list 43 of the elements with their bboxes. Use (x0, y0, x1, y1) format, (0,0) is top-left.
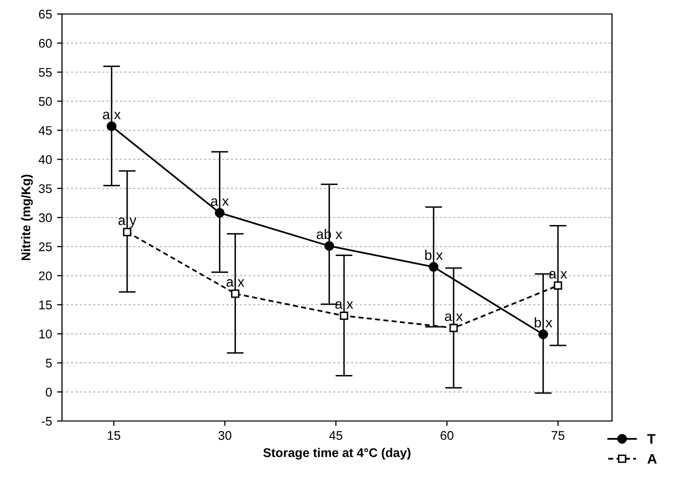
annotation: b x (534, 317, 552, 328)
x-axis-title: Storage time at 4°C (day) (263, 448, 410, 460)
x-tick-label: 30 (218, 431, 232, 440)
annotation: a x (549, 271, 568, 279)
annotation: a x (444, 313, 463, 322)
y-tick-label: 10 (39, 330, 52, 338)
y-tick-label: 35 (38, 184, 52, 194)
x-tick-label: 75 (552, 431, 564, 440)
point (449, 324, 458, 332)
x-tick-label: 45 (329, 431, 342, 440)
point (214, 208, 225, 218)
point (340, 312, 348, 320)
y-tick-label: 25 (39, 242, 52, 252)
point (231, 290, 240, 298)
annotation: a y (118, 218, 136, 228)
annotation: a x (226, 279, 244, 287)
point (106, 121, 116, 132)
y-tick-label: 20 (39, 271, 52, 280)
y-tick-label: 60 (39, 38, 52, 48)
annotation: a x (335, 301, 354, 309)
y-tick-label: 65 (39, 10, 52, 19)
point (122, 228, 132, 236)
legend-label: T (647, 434, 656, 444)
y-tick-label: -5 (42, 416, 52, 426)
y-tick-label: 45 (38, 126, 52, 135)
legend-label: A (647, 454, 657, 464)
y-tick-label: 5 (46, 358, 52, 368)
annotation: a x (211, 198, 229, 206)
point (324, 241, 334, 251)
y-tick-label: 55 (38, 68, 52, 77)
annotation: b x (425, 250, 443, 260)
y-tick-label: 40 (38, 155, 52, 164)
point (538, 330, 548, 340)
y-tick-label: 0 (46, 388, 52, 397)
annotation: a x (102, 112, 121, 120)
y-tick-label: 15 (39, 300, 52, 310)
point (428, 262, 438, 272)
y-tick-label: 30 (38, 213, 52, 222)
y-tick-label: 50 (38, 97, 52, 106)
x-tick-label: 15 (108, 431, 120, 440)
x-tick-label: 60 (440, 431, 454, 440)
point (554, 281, 562, 290)
y-axis-title: Nitrite (mg/Kg) (21, 174, 33, 260)
